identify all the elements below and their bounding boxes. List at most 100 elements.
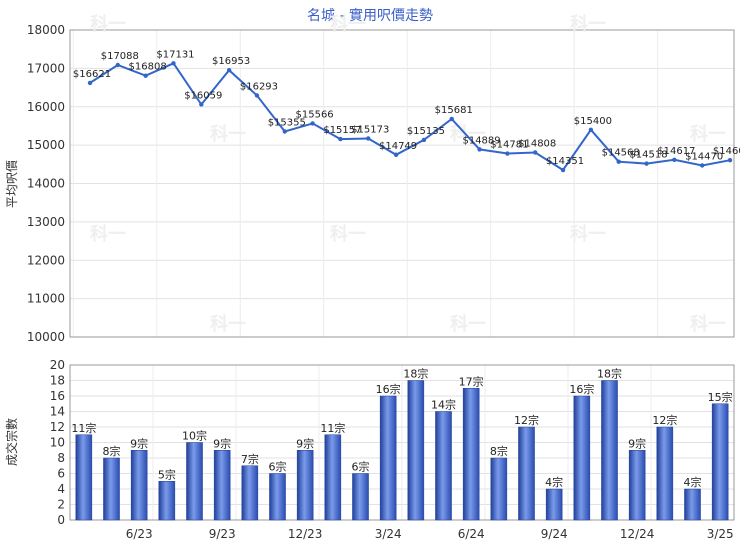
price-data-label: $15400: [574, 116, 612, 127]
price-point: [171, 61, 176, 66]
count-data-label: 9宗: [213, 436, 231, 450]
count-data-label: 16宗: [569, 382, 594, 396]
price-point: [672, 157, 677, 163]
price-data-label: $15173: [351, 124, 389, 135]
count-bar: [213, 450, 231, 521]
bar-y-tick-label: 18: [50, 374, 65, 388]
price-point: [282, 129, 287, 134]
price-data-label: $14470: [685, 151, 723, 162]
count-bar: [711, 403, 729, 521]
line-plot-frame: [69, 29, 735, 338]
bar-y-tick-label: 6: [57, 467, 65, 481]
line-y-tick-label: 10000: [27, 330, 65, 344]
price-data-label: $15681: [435, 105, 473, 116]
bar-y-tick-label: 2: [57, 498, 65, 512]
price-point: [87, 80, 93, 86]
price-point: [338, 136, 343, 142]
line-chart-title: 名城 - 實用呎價走勢: [307, 7, 433, 24]
watermark-text: 科一: [570, 13, 606, 35]
count-bar: [352, 473, 369, 521]
count-bar: [186, 442, 203, 521]
count-bar: [379, 395, 397, 521]
price-point: [699, 163, 705, 168]
price-data-label: $14608: [713, 146, 740, 157]
x-tick-label: 9/24: [541, 527, 568, 541]
price-data-label: $16808: [129, 62, 167, 73]
price-data-label: $15355: [268, 118, 306, 129]
count-bar: [130, 450, 148, 521]
watermark-text: 科一: [450, 313, 486, 335]
x-tick-label: 12/24: [620, 527, 655, 541]
line-y-tick-label: 13000: [27, 215, 65, 229]
line-y-tick-label: 15000: [27, 138, 65, 152]
count-bar: [628, 450, 646, 521]
price-point: [226, 67, 232, 73]
price-point: [533, 150, 538, 155]
bar-y-tick-label: 16: [50, 389, 65, 403]
price-data-label: $14749: [379, 141, 417, 152]
count-bar: [684, 488, 701, 521]
price-point: [588, 127, 594, 132]
count-data-label: 4宗: [545, 475, 563, 489]
line-y-tick-label: 17000: [27, 61, 65, 75]
watermark-text: 科一: [570, 223, 606, 245]
price-data-label: $16059: [184, 90, 222, 101]
line-chart-panel: 10000 11000 12000 13000 14000 15000 16000 17000…: [27, 13, 740, 344]
count-bar: [241, 465, 259, 521]
price-point: [644, 161, 649, 166]
watermark-text: 科一: [90, 13, 126, 35]
count-data-label: 6宗: [269, 460, 287, 474]
count-data-label: 12宗: [652, 413, 677, 427]
price-data-label: $14808: [518, 138, 556, 149]
price-point: [393, 152, 399, 157]
watermark-text: 科一: [690, 123, 726, 145]
price-data-label: $14781: [490, 140, 528, 151]
count-bar: [75, 434, 93, 521]
x-tick-label: 6/23: [126, 527, 153, 541]
watermark-text: 科一: [690, 313, 726, 335]
count-bar: [656, 426, 674, 521]
price-data-label: $17088: [101, 51, 139, 62]
line-y-tick-label: 11000: [27, 292, 65, 306]
count-data-label: 8宗: [103, 444, 121, 458]
line-y-axis-label: 平均呎價: [5, 160, 19, 208]
price-point: [115, 62, 121, 68]
bar-plot-frame: [69, 364, 735, 521]
count-data-label: 15宗: [708, 390, 733, 404]
watermark-text: 科一: [330, 223, 366, 245]
bar-y-tick-label: 10: [50, 436, 65, 450]
price-point: [199, 102, 204, 107]
count-bar: [269, 473, 286, 521]
bar-y-tick-label: 8: [57, 451, 65, 465]
count-bar: [407, 380, 425, 521]
count-bar: [573, 395, 591, 521]
watermark-text: 科一: [330, 13, 366, 35]
price-series-line: [89, 62, 731, 172]
watermark-text: 科一: [90, 223, 126, 245]
count-bar: [435, 411, 452, 521]
count-data-label: 5宗: [158, 467, 176, 481]
price-point: [560, 167, 566, 173]
line-y-tick-label: 12000: [27, 253, 65, 267]
count-data-label: 9宗: [296, 436, 314, 450]
x-tick-label: 3/24: [375, 527, 402, 541]
price-data-label: $16293: [240, 82, 278, 93]
count-data-label: 12宗: [514, 413, 539, 427]
line-y-tick-label: 16000: [27, 100, 65, 114]
count-bar: [518, 426, 535, 521]
price-data-label: $14568: [602, 148, 640, 159]
count-data-label: 14宗: [431, 398, 456, 412]
count-data-label: 10宗: [182, 429, 207, 443]
count-data-label: 11宗: [320, 421, 345, 435]
count-data-label: 9宗: [130, 436, 148, 450]
count-data-label: 18宗: [403, 367, 428, 381]
count-data-label: 17宗: [459, 374, 484, 388]
price-data-label: $17131: [156, 49, 194, 60]
count-data-label: 18宗: [597, 367, 622, 381]
count-bar: [490, 457, 508, 521]
watermark-text: 科一: [450, 123, 486, 145]
count-bar: [158, 481, 176, 521]
